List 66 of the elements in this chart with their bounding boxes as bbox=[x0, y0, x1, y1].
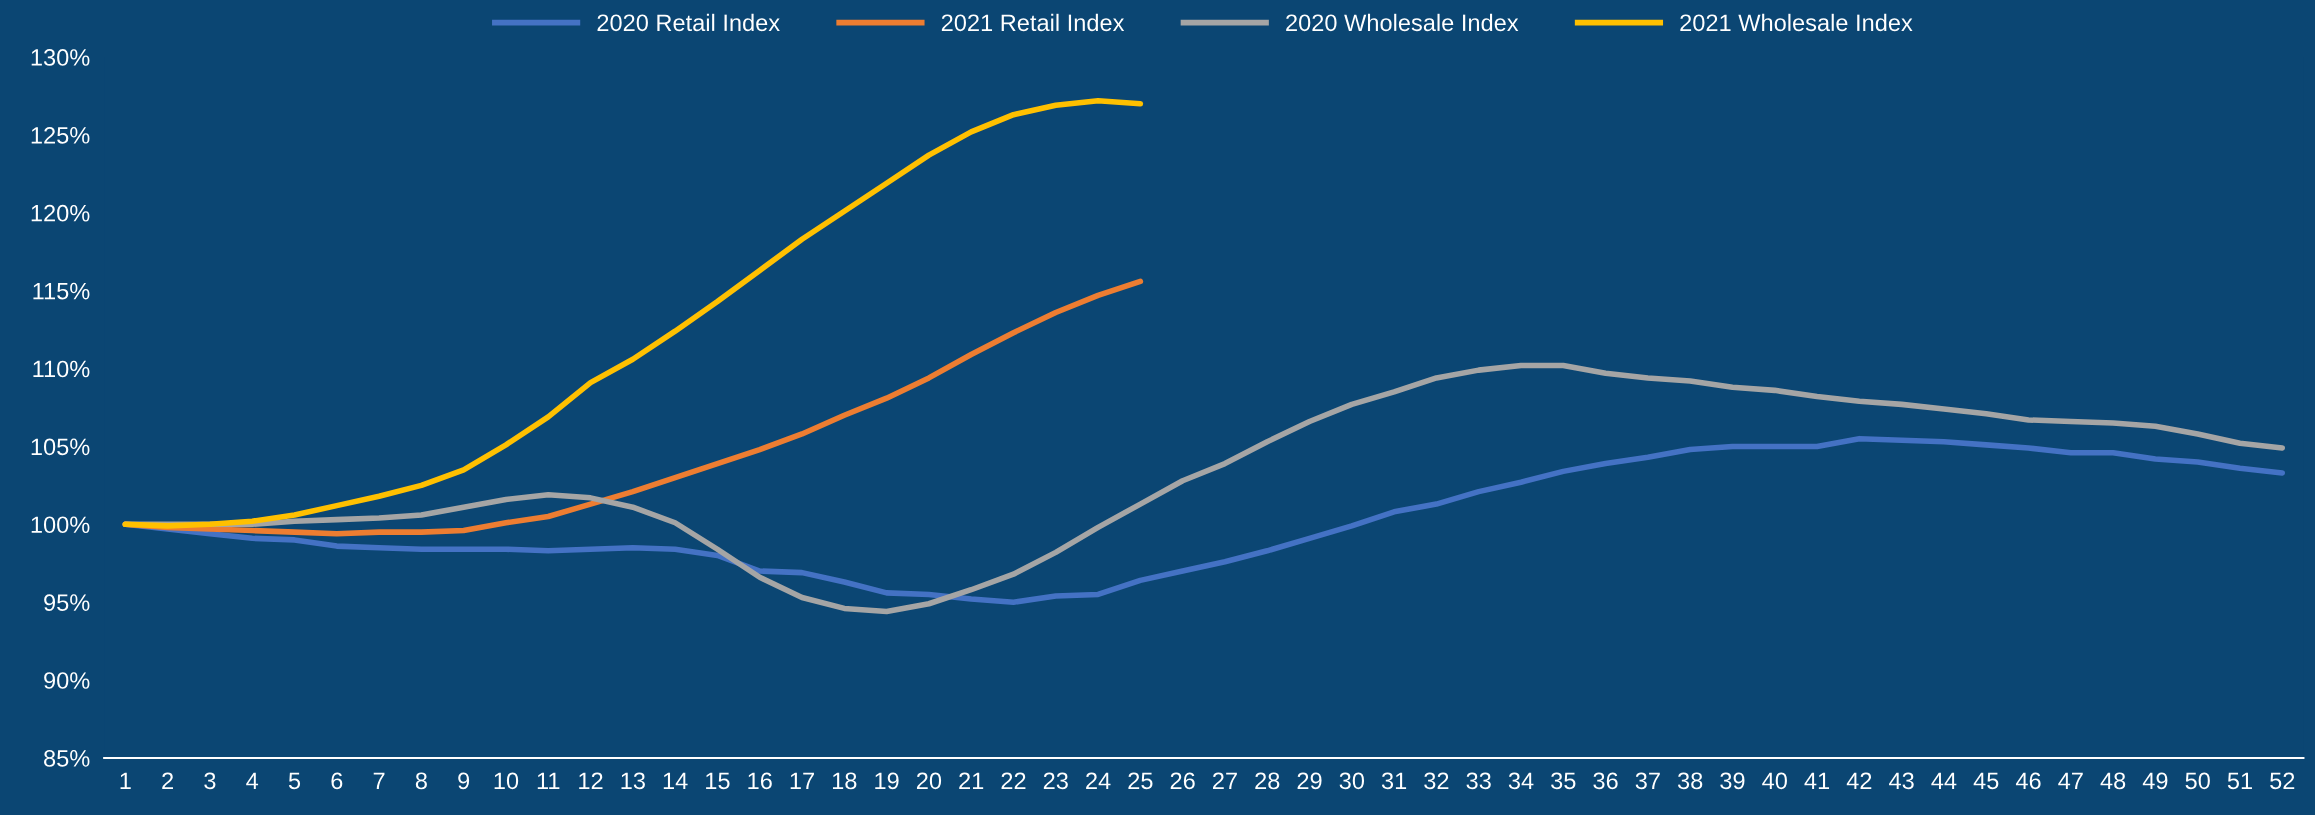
x-tick-label: 28 bbox=[1255, 772, 1280, 790]
x-tick-label: 25 bbox=[1128, 772, 1153, 790]
legend-label: 2021 Retail Index bbox=[941, 13, 1125, 32]
y-tick-label: 95% bbox=[44, 594, 90, 611]
x-tick-label: 20 bbox=[916, 772, 942, 790]
x-tick-label: 23 bbox=[1043, 772, 1068, 790]
x-tick-label: 40 bbox=[1762, 772, 1787, 790]
x-tick-label: 14 bbox=[663, 772, 688, 789]
x-tick-label: 34 bbox=[1508, 772, 1534, 790]
x-tick-label: 47 bbox=[2058, 772, 2083, 789]
x-tick-label: 48 bbox=[2100, 772, 2126, 790]
x-tick-label: 9 bbox=[458, 772, 470, 790]
x-tick-label: 35 bbox=[1551, 772, 1576, 790]
x-tick-label: 21 bbox=[959, 772, 984, 789]
x-tick-label: 50 bbox=[2185, 772, 2210, 790]
x-tick-label: 17 bbox=[790, 772, 814, 789]
x-tick-label: 44 bbox=[1931, 772, 1957, 789]
x-tick-label: 2 bbox=[162, 772, 173, 789]
x-tick-label: 4 bbox=[246, 772, 259, 789]
x-tick-label: 42 bbox=[1846, 772, 1872, 789]
y-tick-label: 90% bbox=[44, 672, 90, 689]
x-tick-label: 13 bbox=[621, 772, 645, 790]
x-tick-label: 49 bbox=[2142, 772, 2168, 790]
x-tick-label: 12 bbox=[579, 772, 603, 789]
x-tick-label: 31 bbox=[1381, 772, 1407, 790]
x-tick-label: 11 bbox=[537, 772, 560, 789]
legend-label: 2020 Retail Index bbox=[597, 13, 780, 32]
x-tick-label: 3 bbox=[204, 772, 216, 790]
y-tick-label: 125% bbox=[31, 127, 90, 144]
y-tick-label: 105% bbox=[31, 438, 90, 456]
x-tick-label: 39 bbox=[1720, 772, 1745, 790]
legend-label: 2020 Wholesale Index bbox=[1286, 13, 1519, 32]
y-tick-label: 115% bbox=[33, 282, 90, 300]
x-tick-label: 24 bbox=[1086, 772, 1111, 789]
x-tick-label: 15 bbox=[706, 772, 730, 790]
x-tick-label: 33 bbox=[1466, 772, 1491, 790]
y-tick-label: 100% bbox=[31, 516, 90, 534]
legend-label: 2021 Wholesale Index bbox=[1680, 13, 1913, 32]
x-tick-label: 8 bbox=[415, 772, 427, 790]
x-tick-label: 36 bbox=[1593, 772, 1618, 790]
x-tick-label: 52 bbox=[2270, 772, 2295, 790]
x-tick-label: 1 bbox=[120, 772, 131, 789]
x-tick-label: 30 bbox=[1339, 772, 1365, 790]
x-tick-label: 16 bbox=[748, 772, 772, 790]
x-tick-label: 7 bbox=[373, 772, 385, 789]
y-tick-label: 110% bbox=[33, 360, 90, 378]
x-tick-label: 6 bbox=[331, 772, 343, 790]
x-tick-label: 46 bbox=[2015, 772, 2041, 790]
y-tick-label: 130% bbox=[31, 49, 90, 66]
x-tick-label: 5 bbox=[288, 772, 301, 790]
x-tick-label: 19 bbox=[875, 772, 899, 790]
x-tick-label: 26 bbox=[1170, 772, 1195, 790]
x-tick-label: 27 bbox=[1213, 772, 1237, 789]
x-tick-label: 43 bbox=[1889, 772, 1914, 790]
x-tick-label: 45 bbox=[1973, 772, 1999, 790]
x-tick-label: 38 bbox=[1677, 772, 1703, 790]
y-tick-label: 120% bbox=[31, 204, 90, 222]
x-tick-label: 10 bbox=[494, 772, 519, 790]
x-tick-label: 22 bbox=[1001, 772, 1026, 789]
x-tick-label: 29 bbox=[1297, 772, 1322, 790]
y-tick-label: 85% bbox=[44, 750, 90, 767]
x-tick-label: 37 bbox=[1635, 772, 1660, 790]
x-tick-label: 18 bbox=[832, 772, 857, 790]
x-tick-label: 32 bbox=[1424, 772, 1449, 790]
x-tick-label: 41 bbox=[1804, 772, 1830, 789]
x-tick-label: 51 bbox=[2227, 772, 2252, 790]
